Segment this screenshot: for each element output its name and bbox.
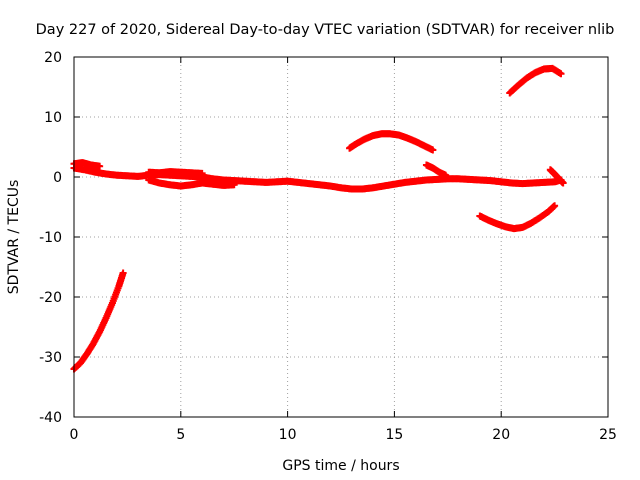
data-point [119,269,127,277]
data-point [557,70,565,78]
x-tick-label: 10 [279,427,297,443]
y-tick-label: -30 [39,350,62,366]
x-axis-label: GPS time / hours [282,458,399,474]
series-arc-dip [476,202,559,233]
data-point [429,146,437,154]
series-arc-main [70,164,565,193]
y-tick-label: 20 [44,50,62,66]
x-tick-label: 15 [385,427,403,443]
series-arc-upper-2 [145,168,206,177]
data-point [442,171,450,179]
y-tick-label: 10 [44,110,62,126]
series-arc-lower-1 [145,176,238,190]
y-tick-label: 0 [53,170,62,186]
data-point [96,162,104,170]
y-tick-label: -40 [39,410,62,426]
data-point [230,181,238,189]
series-arc-rising [70,269,127,373]
x-tick-label: 25 [599,427,617,443]
data-point [551,202,559,210]
data-point [559,179,567,187]
grid-lines [74,57,608,417]
data-point [198,169,206,177]
data-points [70,64,567,373]
y-axis-label: SDTVAR / TECUs [6,180,22,295]
x-tick-label: 20 [492,427,510,443]
series-arc-hump [346,130,437,154]
chart-title: Day 227 of 2020, Sidereal Day-to-day VTE… [36,22,615,38]
series-arc-spike [422,161,450,179]
x-tick-label: 0 [70,427,79,443]
y-tick-label: -10 [39,230,62,246]
x-tick-label: 5 [176,427,185,443]
series-arc-tail [546,166,567,187]
y-tick-label: -20 [39,290,62,306]
axis-ticks: 0 5 10 15 20 25 -40 -30 -20 -10 0 10 20 [39,50,617,443]
series-arc-peak [506,64,565,97]
